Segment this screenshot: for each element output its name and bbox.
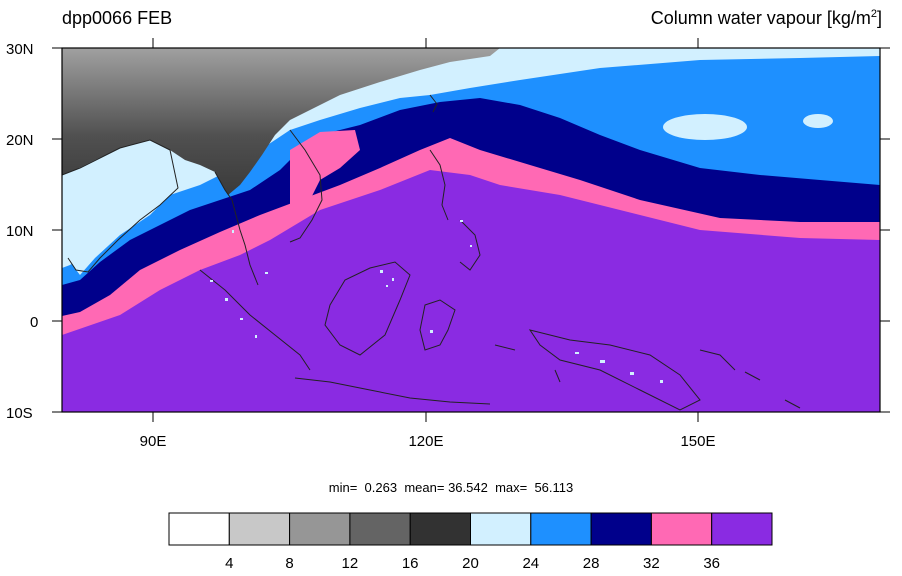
colorbar-box: [650, 512, 713, 546]
lon-label-150e: 150E: [680, 433, 715, 450]
coastlines: [62, 94, 801, 411]
colorbar-label: 8: [285, 555, 293, 572]
colorbar-box: [711, 512, 773, 546]
land-terrain: [62, 48, 500, 195]
max-value: 56.113: [534, 480, 574, 495]
colorbar-label: 4: [225, 555, 233, 572]
colorbar-label: 24: [522, 555, 539, 572]
lat-label-20n: 20N: [6, 132, 34, 149]
pacific-dry-patch: [663, 114, 747, 140]
colorbar-box: [470, 512, 532, 546]
lat-label-eq: 0: [30, 314, 38, 331]
colorbar-box: [168, 512, 230, 546]
plot-title-left: dpp0066 FEB: [62, 8, 173, 28]
colorbar-box: [530, 512, 592, 546]
colorbar-box: [590, 512, 652, 546]
colorbar-box: [409, 512, 472, 546]
colorbar-boxes: [168, 512, 773, 546]
lon-label-90e: 90E: [140, 433, 167, 450]
colorbar-label: 32: [643, 555, 660, 572]
map-figure: 30N 20N 10N 0 10S 90E 120E 150E: [6, 38, 890, 450]
lat-label-30n: 30N: [6, 41, 34, 58]
colorbar-label: 12: [342, 555, 359, 572]
pacific-dry-patch-small: [803, 114, 833, 128]
colorbar-box: [289, 512, 351, 546]
map-field: [62, 48, 880, 412]
min-label: min=: [328, 480, 358, 495]
colorbar-box: [228, 512, 291, 546]
colorbar-box: [349, 512, 411, 546]
island-speckles: [210, 220, 663, 383]
plot-title-right: Column water vapour [kg/m2]: [651, 8, 882, 29]
lon-axis: [152, 38, 699, 422]
min-value: 0.263: [364, 480, 398, 495]
lat-label-10s: 10S: [6, 405, 33, 422]
colorbar-label: 16: [402, 555, 419, 572]
title-unit-exponent: 2: [870, 8, 877, 20]
title-bracket-close: ]: [876, 8, 882, 28]
colorbar-label: 36: [703, 555, 720, 572]
lat-label-10n: 10N: [6, 223, 34, 240]
lon-label-120e: 120E: [408, 433, 443, 450]
scs-moist-tongue: [290, 130, 360, 220]
pacific-moist-patch: [528, 90, 552, 102]
colorbar-label: 28: [583, 555, 600, 572]
mean-value: 36.542: [448, 480, 488, 495]
colorbar-labels: 4 8 12 16 20 24 28 32 36: [225, 555, 720, 572]
title-variable: Column water vapour [kg/m: [650, 8, 871, 28]
land-india: [62, 140, 175, 275]
field-statistics: min= 0.263 mean= 36.542 max= 56.113: [0, 480, 902, 495]
colorbar: 4 8 12 16 20 24 28 32 36: [168, 512, 773, 572]
colorbar-label: 20: [462, 555, 479, 572]
max-label: max=: [495, 480, 528, 495]
lat-axis: [52, 47, 890, 413]
mean-label: mean=: [404, 480, 445, 495]
